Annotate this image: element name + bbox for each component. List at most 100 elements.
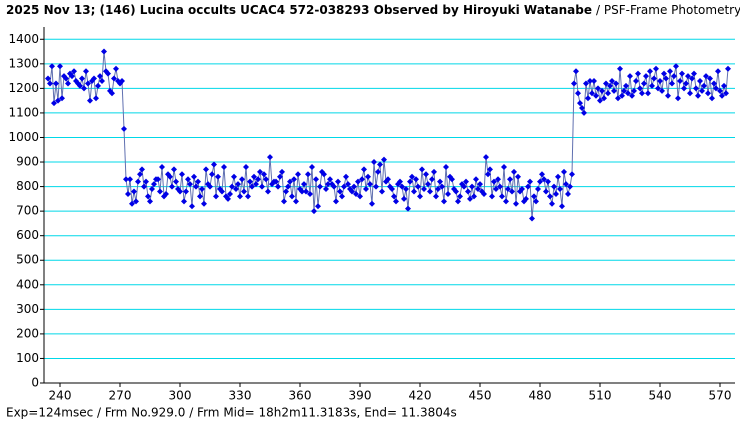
data-point: [307, 190, 313, 197]
data-point: [159, 163, 165, 170]
data-point: [261, 171, 267, 178]
data-point: [221, 163, 227, 170]
data-point: [643, 73, 649, 80]
data-point: [265, 188, 271, 195]
data-point: [389, 186, 395, 193]
y-tick-label: 800: [16, 179, 39, 193]
data-point: [219, 188, 225, 195]
data-point: [299, 188, 305, 195]
x-tick-label: 330: [229, 389, 252, 403]
data-point: [171, 166, 177, 173]
data-point: [419, 166, 425, 173]
y-tick-label: 0: [31, 376, 39, 390]
data-point: [709, 95, 715, 102]
data-point: [627, 73, 633, 80]
data-point: [549, 200, 555, 207]
y-tick-label: 100: [16, 351, 39, 365]
x-tick-label: 420: [409, 389, 432, 403]
data-point: [555, 173, 561, 180]
data-point: [285, 183, 291, 190]
data-point: [649, 82, 655, 89]
data-point: [403, 186, 409, 193]
data-point: [617, 65, 623, 72]
data-point: [561, 168, 567, 175]
data-point: [691, 70, 697, 77]
data-point: [337, 188, 343, 195]
data-point: [149, 186, 155, 193]
data-point: [633, 78, 639, 85]
data-point: [679, 70, 685, 77]
data-point: [349, 188, 355, 195]
data-point: [527, 178, 533, 185]
data-point: [243, 163, 249, 170]
y-tick-label: 1100: [8, 105, 39, 119]
data-point: [607, 82, 613, 89]
data-point: [71, 68, 77, 75]
data-point: [711, 80, 717, 87]
data-point: [445, 190, 451, 197]
data-point: [563, 181, 569, 188]
data-point: [359, 176, 365, 183]
data-point: [87, 97, 93, 104]
data-point: [535, 186, 541, 193]
data-point: [513, 200, 519, 207]
data-point: [623, 82, 629, 89]
data-point: [143, 178, 149, 185]
data-point: [515, 173, 521, 180]
data-point: [381, 156, 387, 163]
data-point: [311, 208, 317, 215]
data-point: [203, 166, 209, 173]
data-point: [209, 171, 215, 178]
data-point: [489, 193, 495, 200]
data-point: [267, 154, 273, 161]
data-point: [397, 178, 403, 185]
data-point: [663, 75, 669, 82]
data-point: [367, 181, 373, 188]
data-point: [97, 73, 103, 80]
data-point: [589, 90, 595, 97]
data-point: [467, 195, 473, 202]
data-point: [53, 80, 59, 87]
data-point: [313, 176, 319, 183]
data-point: [373, 183, 379, 190]
data-point: [725, 65, 731, 72]
data-point: [477, 181, 483, 188]
data-point: [461, 183, 467, 190]
data-point: [251, 173, 257, 180]
data-point: [109, 90, 115, 97]
data-point: [85, 80, 91, 87]
data-point: [519, 186, 525, 193]
data-point: [295, 171, 301, 178]
data-point: [683, 80, 689, 87]
data-point: [713, 85, 719, 92]
data-point: [425, 181, 431, 188]
data-point: [671, 73, 677, 80]
data-point: [169, 183, 175, 190]
data-point: [705, 90, 711, 97]
data-point: [259, 183, 265, 190]
data-point: [547, 193, 553, 200]
data-point: [355, 178, 361, 185]
data-point: [69, 73, 75, 80]
data-point: [625, 90, 631, 97]
data-point: [621, 87, 627, 94]
data-point: [635, 70, 641, 77]
data-point: [233, 186, 239, 193]
y-tick-label: 600: [16, 228, 39, 242]
data-point: [507, 176, 513, 183]
data-point: [553, 190, 559, 197]
x-tick-label: 300: [169, 389, 192, 403]
data-point: [707, 75, 713, 82]
x-tick-label: 240: [49, 389, 72, 403]
data-point: [253, 181, 259, 188]
data-point: [121, 125, 127, 132]
data-point: [653, 65, 659, 72]
data-point: [289, 193, 295, 200]
data-point: [647, 68, 653, 75]
data-point: [423, 171, 429, 178]
data-point: [281, 198, 287, 205]
y-tick-label: 300: [16, 302, 39, 316]
data-point: [449, 176, 455, 183]
data-point: [147, 198, 153, 205]
data-point: [689, 75, 695, 82]
